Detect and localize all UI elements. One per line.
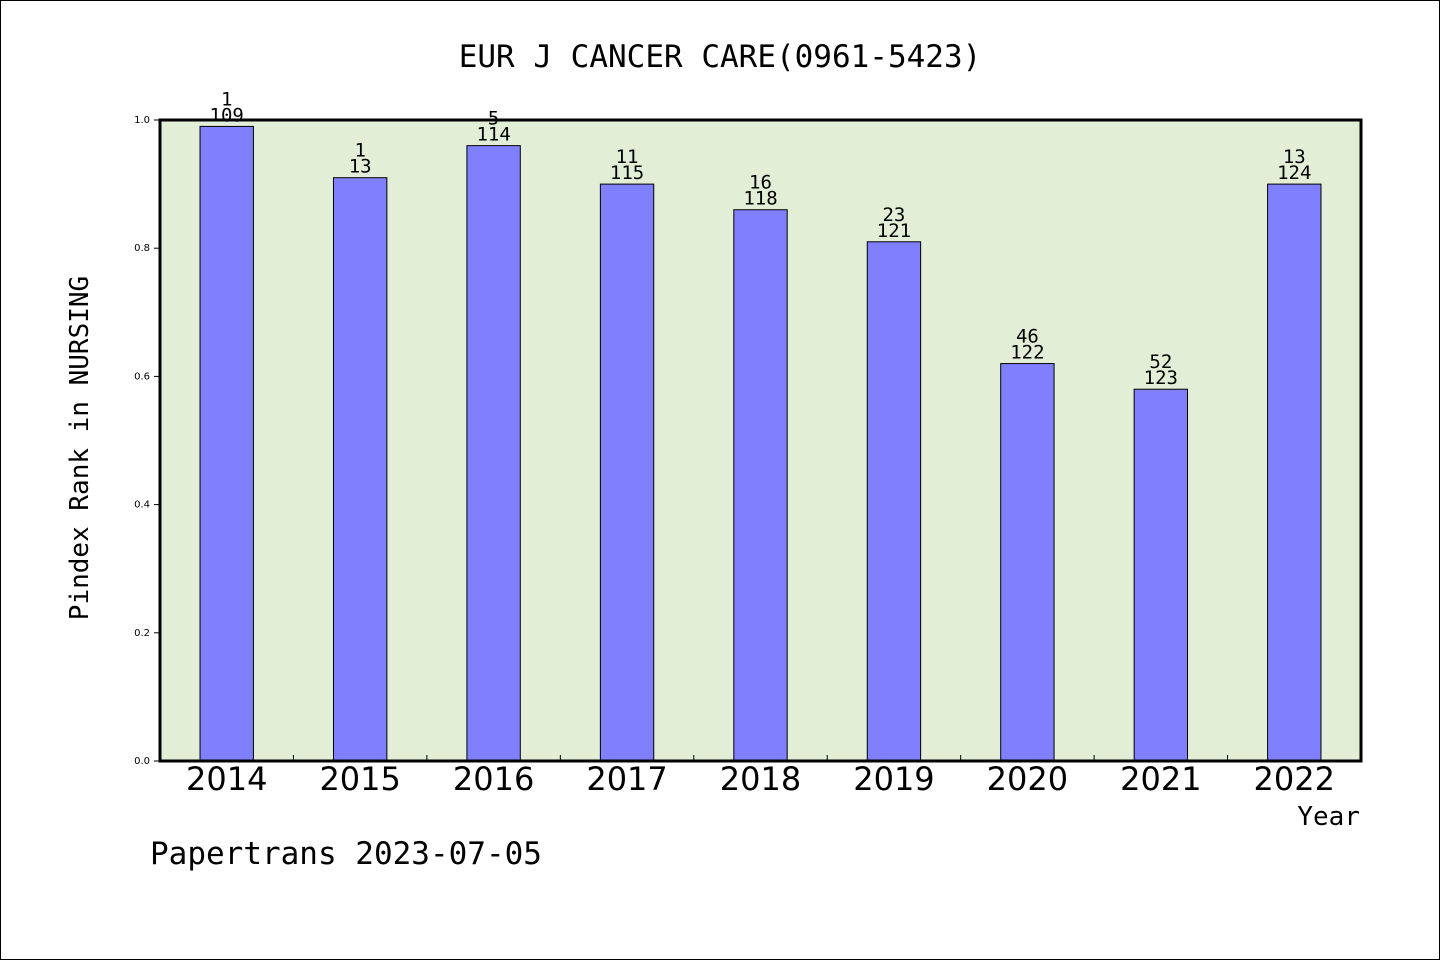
bar-2020 [1000, 363, 1055, 762]
y-tick-label: 0.2 [134, 628, 150, 639]
total-label-2016: 114 [476, 124, 510, 146]
bar-2022 [1267, 183, 1322, 762]
rank-label-2015: 1 [354, 140, 365, 162]
plot-border [158, 118, 1363, 763]
rank-label-2017: 11 [616, 146, 639, 168]
x-tick-label-2019: 2019 [853, 760, 934, 798]
bar-2018 [733, 209, 788, 762]
chart-title: EUR J CANCER CARE(0961-5423) [459, 39, 982, 75]
bars-group [199, 125, 1322, 762]
y-axis-label: Pindex Rank in NURSING [65, 276, 95, 620]
y-tick-label: 1.0 [134, 115, 150, 126]
x-axis: 2014 2015 2016 2017 2018 2019 2020 2021 2022 [186, 755, 1335, 798]
x-tick-label-2016: 2016 [453, 760, 534, 798]
x-axis-label: Year [1297, 802, 1360, 832]
footer-credit: Papertrans 2023-07-05 [150, 836, 542, 872]
y-tick-label: 0.0 [134, 756, 150, 767]
total-label-2014: 109 [210, 104, 244, 126]
y-tick-label: 0.8 [134, 243, 150, 254]
bar-2014 [199, 125, 254, 762]
bar-2015 [332, 177, 388, 762]
bar-2019 [866, 241, 922, 762]
bar-2021 [1133, 388, 1189, 762]
x-tick-label-2018: 2018 [720, 760, 801, 798]
y-axis: 0.0 0.2 0.4 0.6 0.8 1.0 [134, 115, 160, 767]
x-tick-label-2014: 2014 [186, 760, 267, 798]
bar-2017 [599, 183, 655, 762]
total-label-2019: 121 [877, 220, 911, 242]
rank-label-2019: 23 [882, 204, 905, 226]
x-tick-label-2021: 2021 [1120, 760, 1201, 798]
rank-label-2021: 52 [1149, 351, 1172, 373]
x-tick-label-2022: 2022 [1254, 760, 1335, 798]
rank-label-2014: 1 [221, 88, 232, 110]
total-label-2022: 124 [1277, 162, 1311, 184]
x-tick-label-2020: 2020 [987, 760, 1068, 798]
y-tick-label: 0.4 [134, 500, 150, 511]
total-label-2017: 115 [610, 162, 644, 184]
bar-2016 [466, 145, 521, 762]
x-tick-label-2015: 2015 [319, 760, 400, 798]
x-tick-label-2017: 2017 [586, 760, 667, 798]
total-label-2020: 122 [1010, 342, 1044, 364]
total-label-2021: 123 [1144, 367, 1178, 389]
total-label-2018: 118 [743, 188, 777, 210]
total-label-2015: 13 [349, 156, 372, 178]
rank-label-2018: 16 [749, 172, 772, 194]
rank-label-2020: 46 [1016, 326, 1039, 348]
rank-label-2022: 13 [1283, 146, 1306, 168]
y-tick-label: 0.6 [134, 371, 150, 382]
